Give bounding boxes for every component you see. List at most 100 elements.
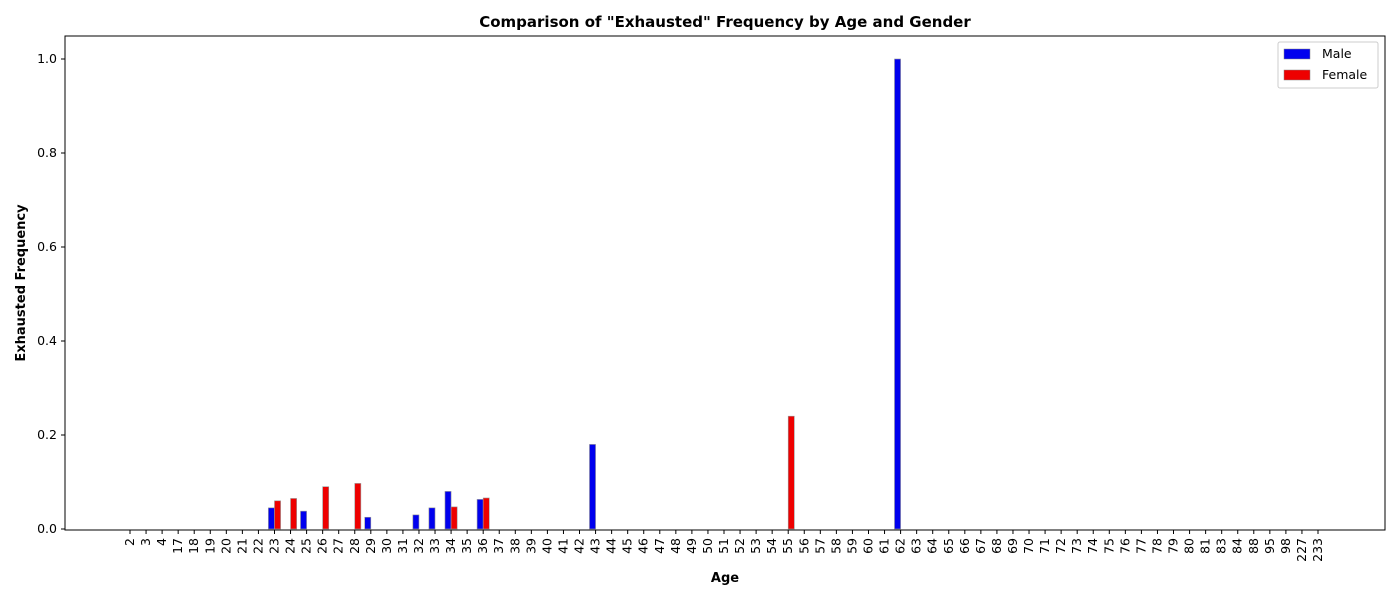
x-tick-label: 28 [347, 538, 362, 554]
x-tick-label: 52 [732, 538, 747, 554]
x-tick-label: 37 [491, 538, 506, 554]
bar-female-age-26 [322, 486, 330, 530]
x-tick-label: 45 [620, 538, 635, 554]
bar-female-age-36 [482, 497, 490, 530]
x-tick-label: 17 [170, 538, 185, 554]
chart-title: Comparison of "Exhausted" Frequency by A… [479, 13, 971, 31]
x-tick-label: 70 [1021, 538, 1036, 554]
y-tick-label: 0.8 [37, 145, 57, 160]
x-tick-label: 46 [636, 538, 651, 554]
x-axis: 2 3 4 17 18 19 20 21 22 23 24 25 26 27 28 29 30 31 32 33 34 3… [122, 530, 1325, 562]
x-tick-label: 19 [202, 538, 217, 554]
bar-female-age-23 [274, 500, 281, 530]
x-tick-label: 68 [989, 538, 1004, 554]
x-tick-label: 61 [877, 538, 892, 554]
x-tick-label: 49 [684, 538, 699, 554]
bar-male-age-36 [476, 499, 484, 530]
x-tick-label: 83 [1214, 538, 1229, 554]
bar-male-age-25 [300, 510, 307, 530]
x-tick-label: 3 [138, 538, 153, 546]
x-tick-label: 69 [1005, 538, 1020, 554]
x-tick-label: 57 [812, 538, 827, 554]
x-tick-label: 44 [604, 538, 619, 554]
x-tick-label: 50 [700, 538, 715, 554]
y-axis-label: Exhausted Frequency [14, 204, 29, 362]
x-tick-label: 23 [266, 538, 281, 554]
x-tick-label: 233 [1310, 538, 1325, 562]
x-tick-label: 30 [379, 538, 394, 554]
x-tick-label: 95 [1262, 538, 1277, 554]
legend-label-female: Female [1322, 67, 1368, 82]
x-tick-label: 65 [941, 538, 956, 554]
x-tick-label: 34 [443, 538, 458, 554]
x-tick-label: 63 [909, 538, 924, 554]
x-tick-label: 48 [668, 538, 683, 554]
x-tick-label: 36 [475, 538, 490, 554]
x-axis-label: Age [711, 571, 739, 586]
x-tick-label: 73 [1069, 538, 1084, 554]
x-tick-label: 53 [748, 538, 763, 554]
y-tick-label: 1.0 [37, 51, 57, 66]
x-tick-label: 75 [1101, 538, 1116, 554]
plot-frame [64, 35, 1386, 531]
x-tick-label: 43 [588, 538, 603, 554]
legend: Male Female [1277, 41, 1379, 89]
x-tick-label: 80 [1182, 538, 1197, 554]
y-tick-label: 0.0 [37, 521, 57, 536]
bar-male-age-43 [589, 444, 596, 530]
x-tick-label: 20 [218, 538, 233, 554]
x-tick-label: 18 [186, 538, 201, 554]
x-tick-label: 60 [860, 538, 875, 554]
x-tick-label: 41 [555, 538, 570, 554]
y-tick-label: 0.6 [37, 239, 57, 254]
bar-male-age-32 [412, 514, 420, 530]
x-tick-label: 51 [716, 538, 731, 554]
x-tick-label: 42 [572, 538, 587, 554]
x-tick-label: 67 [973, 538, 988, 554]
x-tick-label: 39 [523, 538, 538, 554]
bar-female-age-34 [450, 506, 458, 530]
x-tick-label: 25 [299, 538, 314, 554]
bars [268, 58, 901, 530]
x-tick-label: 54 [764, 538, 779, 554]
bar-male-age-62 [894, 58, 901, 530]
x-tick-label: 88 [1246, 538, 1261, 554]
x-tick-label: 40 [539, 538, 554, 554]
x-tick-label: 227 [1294, 538, 1309, 562]
x-tick-label: 38 [507, 538, 522, 554]
y-axis: 0.0 0.2 0.4 0.6 0.8 1.0 [37, 51, 65, 536]
x-tick-label: 58 [828, 538, 843, 554]
x-tick-label: 77 [1133, 538, 1148, 554]
x-tick-label: 4 [154, 538, 169, 546]
x-tick-label: 35 [459, 538, 474, 554]
x-tick-label: 47 [652, 538, 667, 554]
bar-male-age-29 [364, 516, 372, 530]
x-tick-label: 74 [1085, 538, 1100, 554]
x-tick-label: 76 [1117, 538, 1132, 554]
x-tick-label: 27 [331, 538, 346, 554]
x-tick-label: 21 [234, 538, 249, 554]
x-tick-label: 22 [250, 538, 265, 554]
bar-female-age-24 [290, 498, 297, 530]
x-tick-label: 32 [411, 538, 426, 554]
x-tick-label: 71 [1037, 538, 1052, 554]
x-tick-label: 84 [1230, 538, 1245, 554]
y-tick-label: 0.4 [37, 333, 57, 348]
legend-swatch-female [1283, 69, 1311, 81]
bar-male-age-34 [444, 491, 452, 530]
x-tick-label: 29 [363, 538, 378, 554]
x-tick-label: 33 [427, 538, 442, 554]
legend-label-male: Male [1322, 46, 1352, 61]
x-tick-label: 79 [1166, 538, 1181, 554]
bar-female-age-55 [787, 415, 795, 530]
x-tick-label: 81 [1198, 538, 1213, 554]
x-tick-label: 64 [925, 538, 940, 554]
legend-swatch-male [1283, 48, 1311, 60]
x-tick-label: 62 [893, 538, 908, 554]
x-tick-label: 56 [796, 538, 811, 554]
x-tick-label: 31 [395, 538, 410, 554]
x-tick-label: 55 [780, 538, 795, 554]
bar-female-age-28 [354, 483, 362, 530]
x-tick-label: 78 [1149, 538, 1164, 554]
